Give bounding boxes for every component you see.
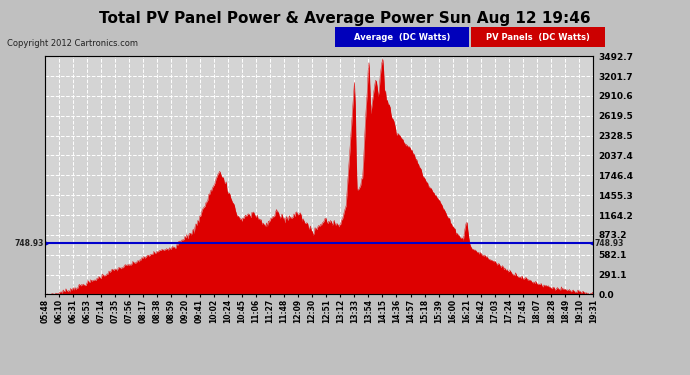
Text: 748.93: 748.93 xyxy=(14,239,43,248)
Text: Total PV Panel Power & Average Power Sun Aug 12 19:46: Total PV Panel Power & Average Power Sun… xyxy=(99,11,591,26)
Text: Average  (DC Watts): Average (DC Watts) xyxy=(354,33,450,42)
Text: Copyright 2012 Cartronics.com: Copyright 2012 Cartronics.com xyxy=(7,39,138,48)
Text: PV Panels  (DC Watts): PV Panels (DC Watts) xyxy=(486,33,590,42)
Text: 748.93: 748.93 xyxy=(595,239,624,248)
